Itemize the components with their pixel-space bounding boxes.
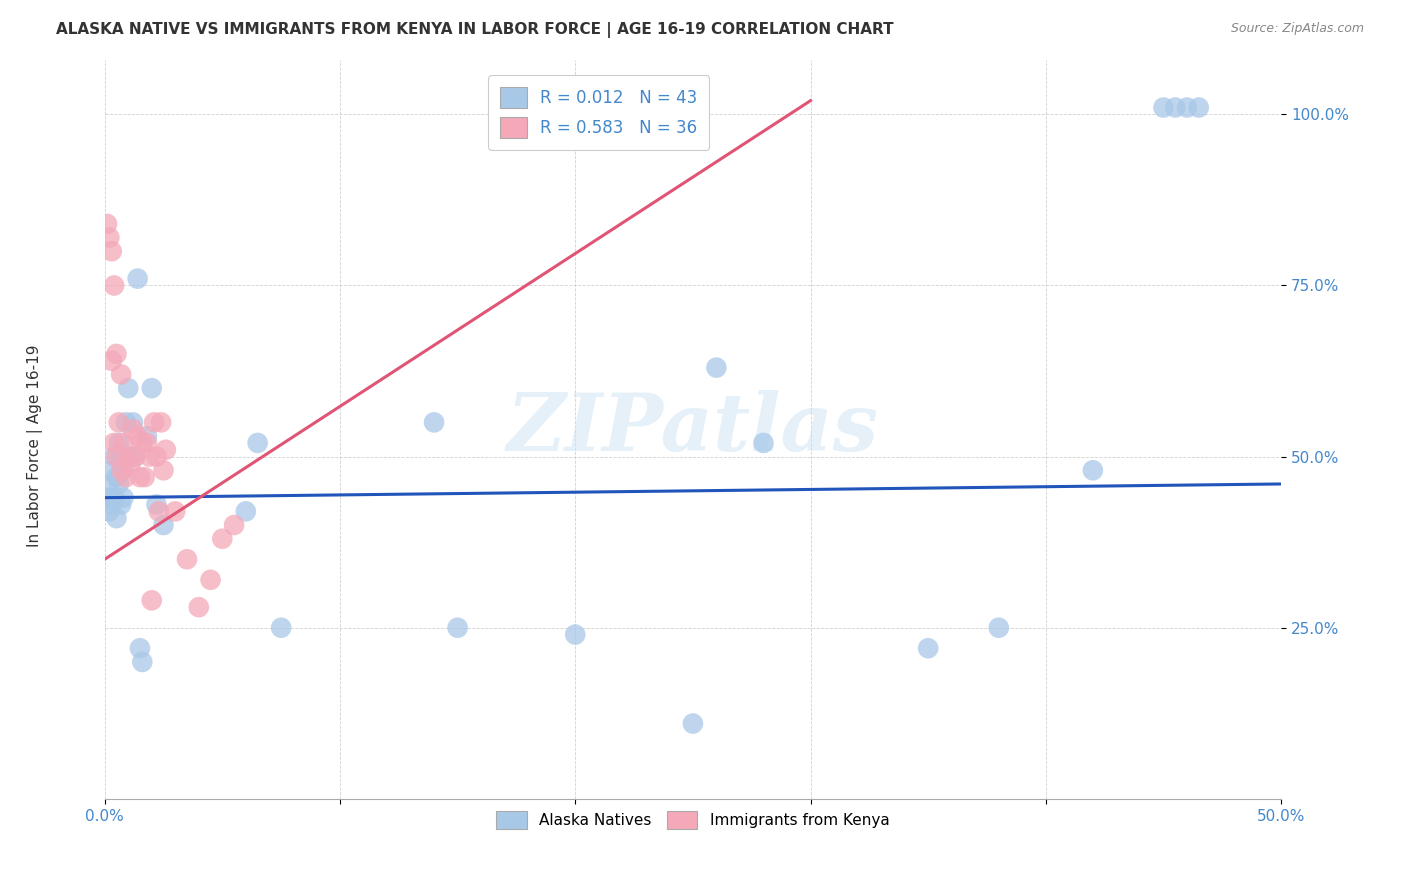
Point <box>136 436 159 450</box>
Point <box>987 621 1010 635</box>
Point <box>235 504 257 518</box>
Point <box>107 436 129 450</box>
Text: ZIPatlas: ZIPatlas <box>506 391 879 468</box>
Point <box>917 641 939 656</box>
Point <box>152 463 174 477</box>
Point <box>110 450 132 464</box>
Point <box>120 450 142 464</box>
Point <box>752 436 775 450</box>
Point <box>270 621 292 635</box>
Point <box>129 470 152 484</box>
Point <box>103 436 125 450</box>
Point <box>176 552 198 566</box>
Point <box>127 429 149 443</box>
Point <box>124 450 146 464</box>
Point <box>100 463 122 477</box>
Point <box>446 621 468 635</box>
Point <box>145 498 167 512</box>
Point <box>98 504 121 518</box>
Point <box>110 463 132 477</box>
Text: ALASKA NATIVE VS IMMIGRANTS FROM KENYA IN LABOR FORCE | AGE 16-19 CORRELATION CH: ALASKA NATIVE VS IMMIGRANTS FROM KENYA I… <box>56 22 894 38</box>
Point <box>200 573 222 587</box>
Legend: Alaska Natives, Immigrants from Kenya: Alaska Natives, Immigrants from Kenya <box>491 805 896 836</box>
Point <box>1175 101 1198 115</box>
Point <box>100 244 122 259</box>
Point <box>143 416 166 430</box>
Point <box>134 470 156 484</box>
Point <box>100 353 122 368</box>
Point <box>155 442 177 457</box>
Point <box>165 504 187 518</box>
Point <box>129 641 152 656</box>
Point <box>1188 101 1211 115</box>
Point <box>96 491 118 505</box>
Point <box>141 381 163 395</box>
Point <box>105 347 128 361</box>
Point <box>120 457 142 471</box>
Point <box>115 470 138 484</box>
Point <box>107 416 129 430</box>
Point <box>423 416 446 430</box>
Point <box>100 498 122 512</box>
Point <box>131 436 153 450</box>
Point <box>1081 463 1104 477</box>
Point <box>222 518 245 533</box>
Point <box>145 450 167 464</box>
Point <box>117 450 139 464</box>
Point <box>131 655 153 669</box>
Point <box>105 450 128 464</box>
Point <box>112 491 135 505</box>
Point <box>103 278 125 293</box>
Point <box>103 491 125 505</box>
Point <box>112 463 135 477</box>
Point <box>105 511 128 525</box>
Point <box>122 416 145 430</box>
Text: Source: ZipAtlas.com: Source: ZipAtlas.com <box>1230 22 1364 36</box>
Point <box>105 470 128 484</box>
Point <box>141 593 163 607</box>
Point <box>138 450 160 464</box>
Point <box>150 416 173 430</box>
Point <box>115 416 138 430</box>
Point <box>706 360 728 375</box>
Point <box>127 271 149 285</box>
Point <box>152 518 174 533</box>
Point <box>98 477 121 491</box>
Point <box>107 477 129 491</box>
Point <box>112 436 135 450</box>
Point <box>110 498 132 512</box>
Point <box>211 532 233 546</box>
Point <box>136 429 159 443</box>
Point <box>117 381 139 395</box>
Point <box>187 600 209 615</box>
Point <box>1152 101 1174 115</box>
Point <box>98 230 121 244</box>
Point <box>1164 101 1187 115</box>
Point <box>564 627 586 641</box>
Point <box>124 450 146 464</box>
Point <box>110 368 132 382</box>
Point <box>246 436 269 450</box>
Point <box>103 450 125 464</box>
Point <box>148 504 170 518</box>
Text: In Labor Force | Age 16-19: In Labor Force | Age 16-19 <box>27 344 44 548</box>
Point <box>96 217 118 231</box>
Point <box>122 422 145 436</box>
Point <box>682 716 704 731</box>
